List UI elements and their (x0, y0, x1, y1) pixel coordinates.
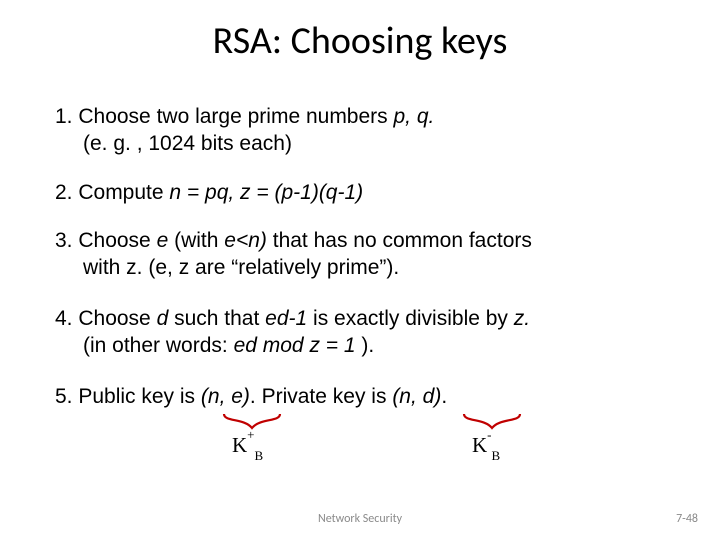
step-4: 4. Choose d such that ed-1 is exactly di… (55, 306, 665, 360)
step-1: 1. Choose two large prime numbers p, q. … (55, 104, 665, 158)
step-5: 5. Public key is (n, e). Private key is … (55, 384, 665, 411)
step-1-line2: (e. g. , 1024 bits each) (83, 131, 665, 158)
step-5-pub: (n, e) (201, 385, 250, 408)
step-5-mid: . Private key is (250, 385, 392, 408)
step-4-pre: 4. Choose (55, 307, 157, 330)
step-3-cond: e<n) (224, 229, 267, 252)
step-4-z: z. (514, 307, 530, 330)
step-4-mid: such that (168, 307, 265, 330)
pub-sub: B (255, 448, 264, 463)
step-4-line2-post: ). (356, 334, 375, 357)
step-4-mid2: is exactly divisible by (307, 307, 514, 330)
pub-k: K (232, 433, 247, 457)
step-4-ed1: ed-1 (265, 307, 307, 330)
step-4-line2-pre: (in other words: (83, 334, 234, 357)
slide-root: RSA: Choosing keys 1. Choose two large p… (0, 0, 720, 540)
step-3-post: that has no common factors (267, 229, 532, 252)
priv-k: K (472, 433, 487, 457)
pub-sup: + (247, 427, 254, 442)
step-4-d: d (157, 307, 169, 330)
public-key-symbol: K+B (232, 432, 263, 461)
step-4-line2: (in other words: ed mod z = 1 ). (83, 333, 665, 360)
step-2-eq: n = pq, z = (p-1)(q-1) (169, 181, 363, 204)
step-3-pre: 3. Choose (55, 229, 157, 252)
step-5-priv: (n, d) (392, 385, 441, 408)
priv-sub: B (492, 448, 501, 463)
slide-title: RSA: Choosing keys (0, 18, 720, 64)
priv-sup: - (487, 427, 491, 442)
footer-center: Network Security (0, 512, 720, 526)
step-2-pre: 2. Compute (55, 181, 169, 204)
footer-page-number: 7-48 (676, 512, 698, 526)
step-1-text: 1. Choose two large prime numbers (55, 105, 394, 128)
step-2: 2. Compute n = pq, z = (p-1)(q-1) (55, 180, 665, 207)
step-5-post: . (441, 385, 447, 408)
step-3-line2: with z. (e, z are “relatively prime”). (83, 255, 665, 282)
step-5-pre: 5. Public key is (55, 385, 201, 408)
step-3: 3. Choose e (with e<n) that has no commo… (55, 228, 665, 282)
step-4-line2-eq: ed mod z = 1 (234, 334, 356, 357)
step-3-e: e (157, 229, 169, 252)
private-key-symbol: K-B (472, 432, 500, 461)
step-3-mid: (with (168, 229, 224, 252)
step-1-vars: p, q. (394, 105, 435, 128)
brace-private-key (462, 412, 522, 430)
